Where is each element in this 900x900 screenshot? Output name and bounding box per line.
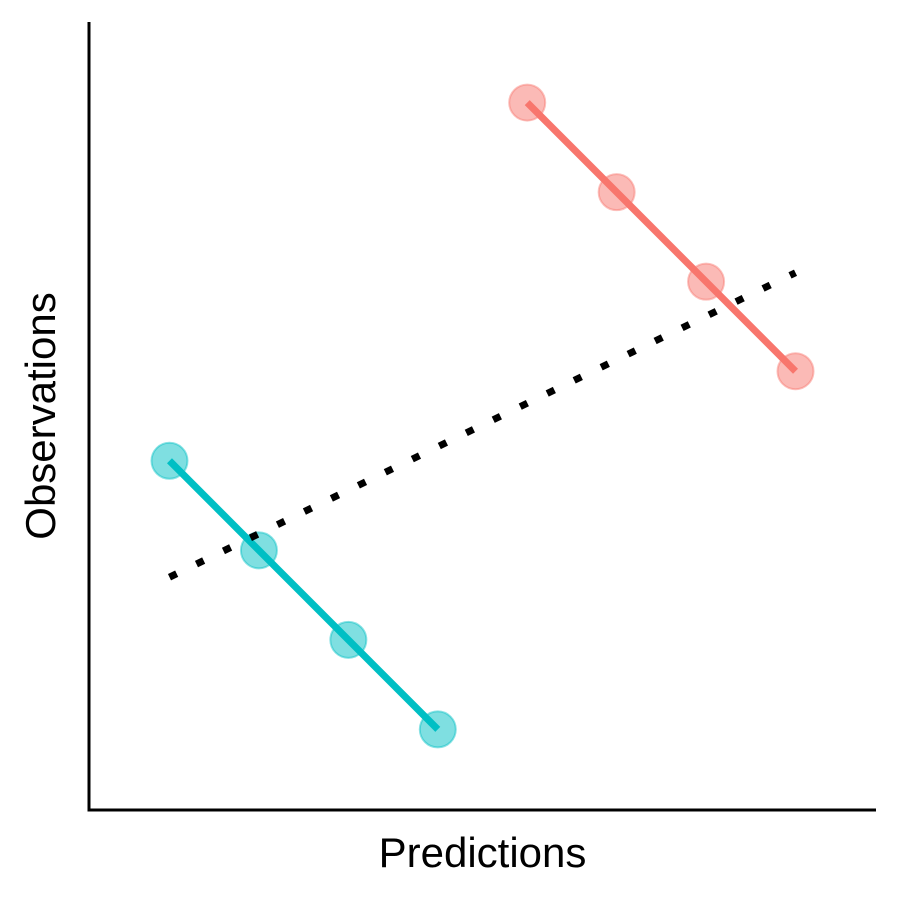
series-fit-line bbox=[167, 458, 441, 732]
series-2 bbox=[150, 441, 457, 749]
x-axis-title: Predictions bbox=[379, 829, 587, 876]
overall-trend-line bbox=[167, 269, 798, 581]
series-1 bbox=[508, 83, 815, 391]
plot-area bbox=[150, 83, 815, 749]
series-fit-line bbox=[524, 100, 798, 374]
y-axis-title: Observations bbox=[17, 292, 64, 539]
